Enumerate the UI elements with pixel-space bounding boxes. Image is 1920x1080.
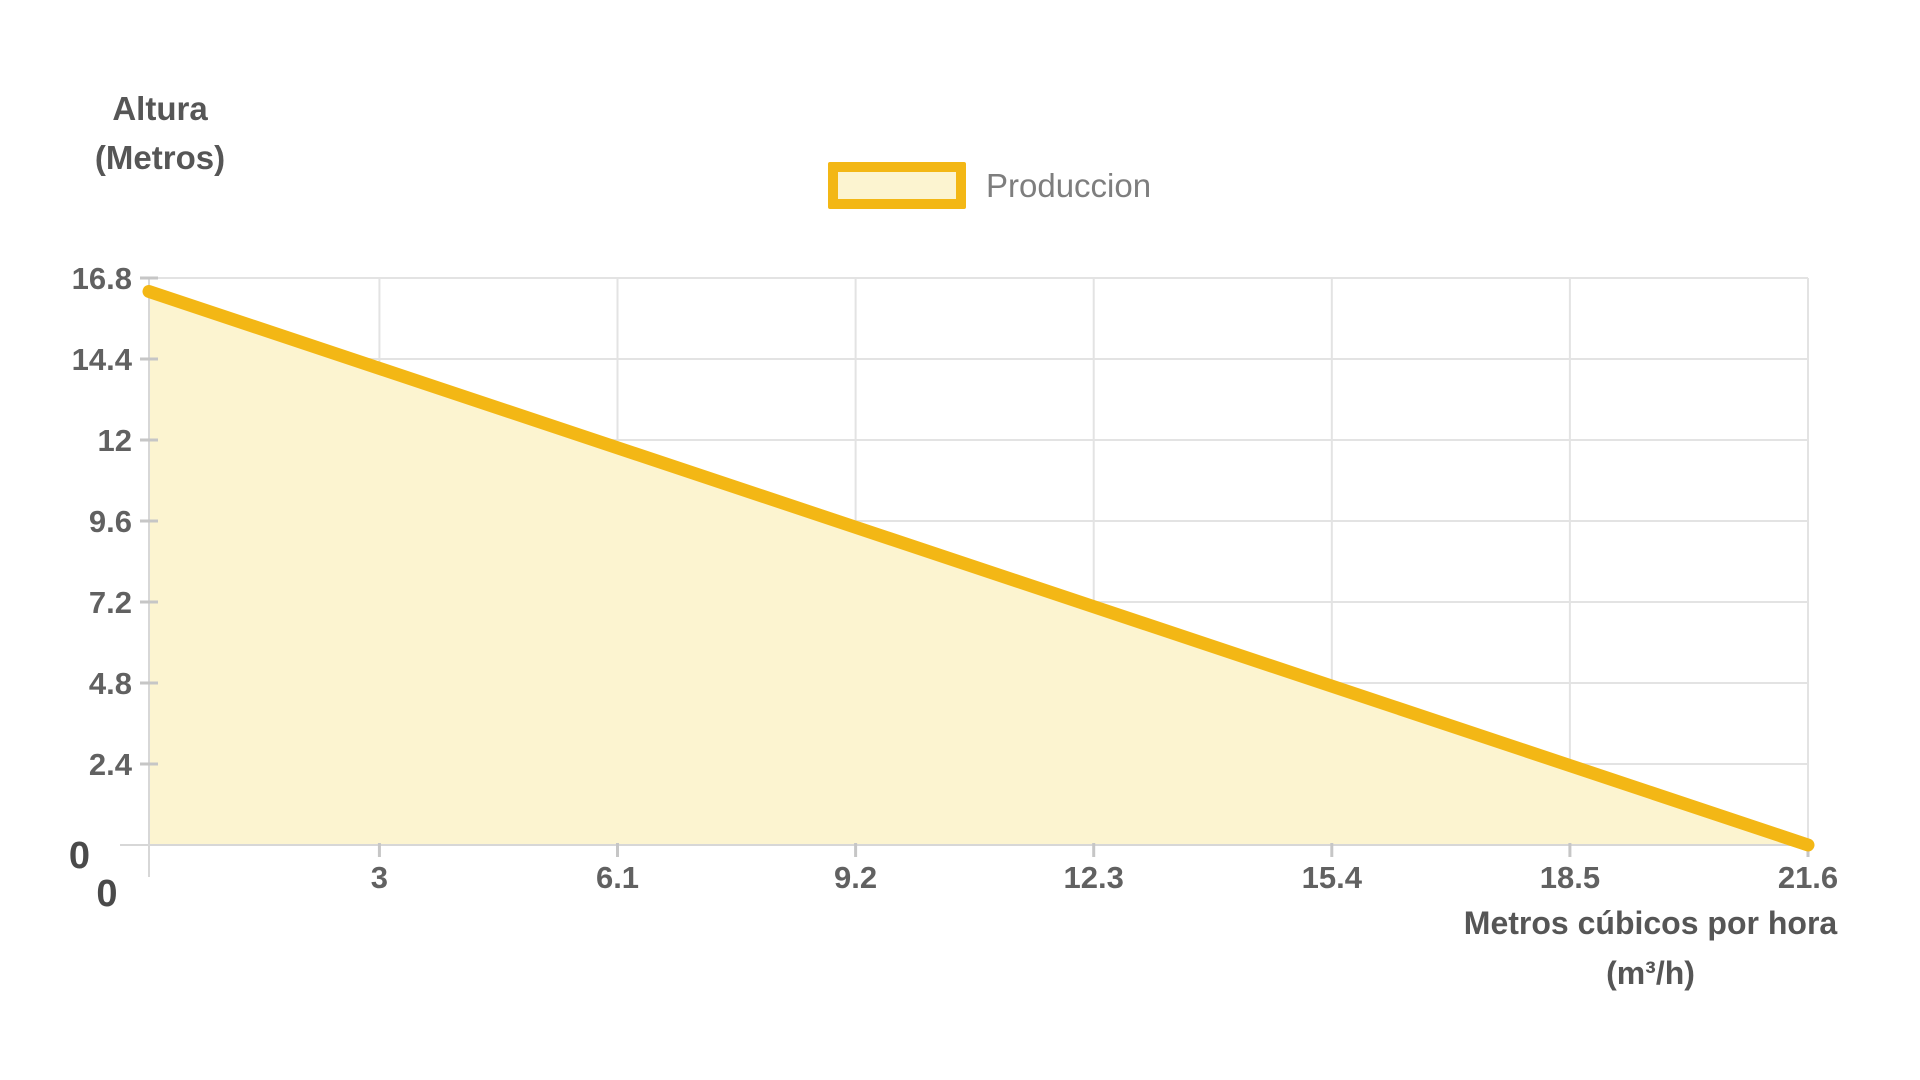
x-tick-label: 18.5: [1540, 860, 1600, 895]
x-tick-label: 12.3: [1064, 860, 1124, 895]
x-tick-label: 3: [371, 860, 388, 895]
y-axis-title-line2: (Metros): [94, 139, 226, 176]
x-axis-title: Metros cúbicos por hora (m³/h): [1398, 898, 1903, 998]
y-tick-label: 14.4: [72, 342, 133, 377]
x-axis-zero-label: 0: [96, 873, 117, 915]
y-tick-label: 12: [98, 423, 132, 458]
y-tick-label: 7.2: [89, 585, 132, 620]
y-axis-zero-label: 0: [69, 835, 90, 877]
legend: Produccion: [828, 162, 1151, 209]
x-tick-label: 15.4: [1302, 860, 1363, 895]
series-line-produccion: [142, 285, 1815, 852]
x-tick-label: 21.6: [1778, 860, 1838, 895]
y-tick-label: 16.8: [72, 261, 132, 296]
x-axis-title-line1: Metros cúbicos por hora: [1463, 905, 1838, 941]
y-axis-title: Altura (Metros): [58, 84, 262, 182]
x-axis-title-line2: (m³/h): [1606, 955, 1695, 991]
legend-label-produccion: Produccion: [986, 166, 1152, 204]
y-axis-title-line1: Altura: [112, 90, 208, 127]
x-tick-label: 9.2: [834, 860, 877, 895]
legend-swatch-produccion: [828, 162, 966, 209]
y-tick-label: 4.8: [89, 666, 132, 701]
y-tick-label: 9.6: [89, 504, 132, 539]
y-tick-label: 2.4: [89, 747, 133, 782]
x-tick-label: 6.1: [596, 860, 639, 895]
